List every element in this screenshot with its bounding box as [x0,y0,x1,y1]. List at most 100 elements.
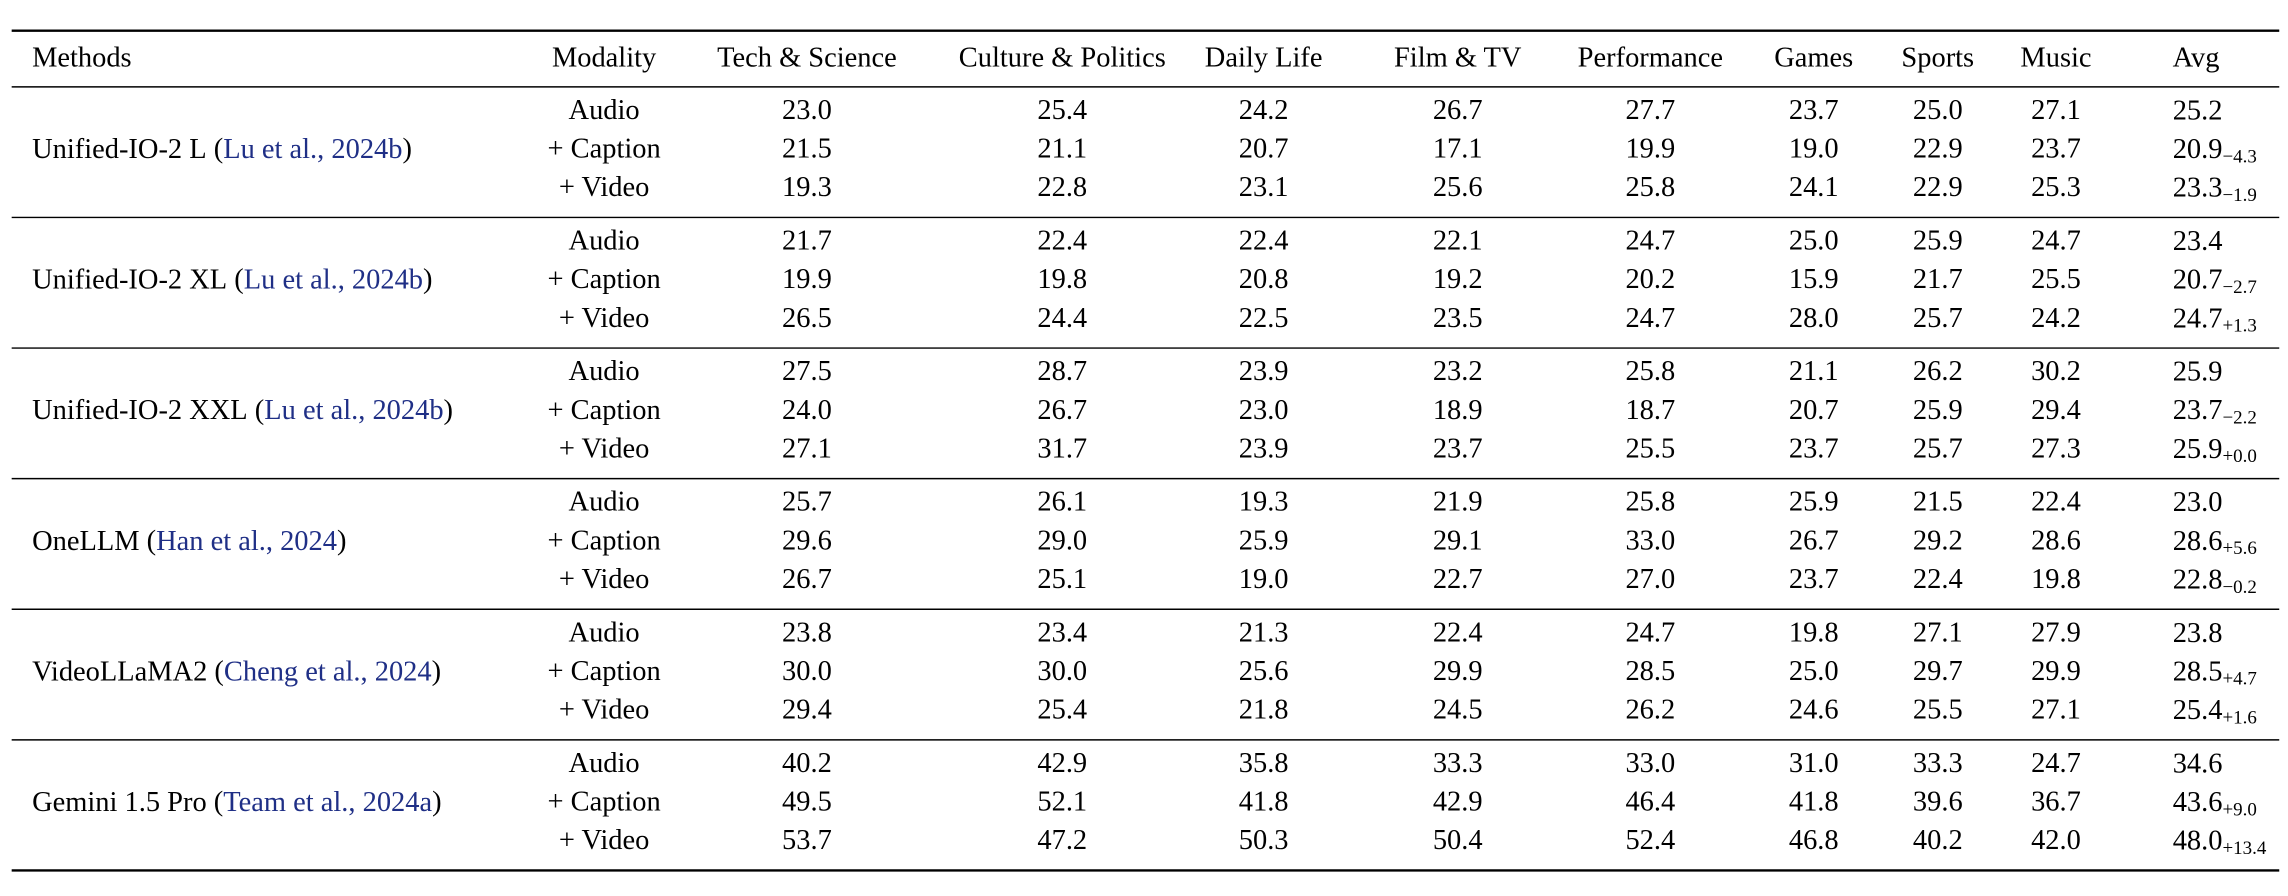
cell-value: 31.0 [1789,748,1839,779]
cell-value: 25.0 [1913,95,1963,126]
cell-value: 27.1 [2031,695,2081,726]
cell-value: 25.5 [2031,264,2081,295]
avg-cell: 22.8−0.2 [2173,564,2257,598]
cell-value: 27.0 [1625,564,1675,595]
cell-value: 23.4 [1037,617,1087,648]
cell-value: 18.9 [1433,395,1483,426]
avg-cell: 25.4+1.6 [2173,695,2257,729]
cell-value: 19.0 [1239,564,1289,595]
cell-value: 22.1 [1433,226,1483,257]
avg-delta: +1.6 [2222,708,2256,729]
avg-cell: 23.4 [2173,226,2223,257]
modality: Audio [569,487,640,518]
avg-value: 23.4 [2173,226,2223,257]
cell-value: 26.2 [1625,695,1675,726]
cell-value: 46.4 [1625,787,1675,818]
cell-value: 23.7 [1433,433,1483,464]
cell-value: 24.7 [1625,303,1675,334]
cell-value: 23.2 [1433,356,1483,387]
cell-value: 40.2 [782,748,832,779]
modality: + Caption [548,264,661,295]
cell-value: 46.8 [1789,825,1839,856]
cell-value: 19.8 [2031,564,2081,595]
citation: Han et al., 2024 [156,525,337,556]
avg-value: 23.8 [2173,617,2223,648]
cell-value: 25.7 [782,487,832,518]
cell-value: 23.9 [1239,433,1289,464]
avg-value: 23.3 [2173,172,2223,203]
cell-value: 24.6 [1789,695,1839,726]
cell-value: 52.1 [1037,787,1087,818]
cell-value: 25.8 [1625,356,1675,387]
method: Unified-IO-2 L [32,134,207,165]
cell-value: 23.8 [782,617,832,648]
cell-value: 17.1 [1433,134,1483,165]
cell-value: 29.9 [1433,656,1483,687]
modality: + Caption [548,787,661,818]
modality: Audio [569,748,640,779]
avg-delta: +4.7 [2222,669,2256,690]
cell-value: 30.0 [782,656,832,687]
cell-value: 24.0 [782,395,832,426]
modality: + Caption [548,395,661,426]
cell-value: 26.2 [1913,356,1963,387]
cell-value: 19.3 [1239,487,1289,518]
cell-value: 27.1 [2031,95,2081,126]
cell-value: 24.7 [1625,226,1675,257]
cell-value: 42.0 [2031,825,2081,856]
cell-value: 23.7 [1789,433,1839,464]
column-header: Film & TV [1394,42,1522,73]
avg-delta: +13.4 [2222,838,2266,859]
method: Gemini 1.5 Pro [32,787,207,818]
avg-cell: 20.9−4.3 [2173,134,2257,168]
cell-value: 20.7 [1239,134,1289,165]
cell-value: 30.2 [2031,356,2081,387]
cell-value: 21.3 [1239,617,1289,648]
avg-value: 25.9 [2173,356,2223,387]
cell-value: 39.6 [1913,787,1963,818]
cell-value: 25.5 [1913,695,1963,726]
avg-cell: 23.0 [2173,487,2223,518]
cell-value: 50.4 [1433,825,1483,856]
cell-value: 15.9 [1789,264,1839,295]
cell-value: 29.7 [1913,656,1963,687]
cell-value: 27.5 [782,356,832,387]
citation: Team et al., 2024a [223,787,432,818]
citation: Lu et al., 2024b [244,264,423,295]
cell-value: 29.4 [2031,395,2081,426]
cell-value: 19.2 [1433,264,1483,295]
cell-value: 35.8 [1239,748,1289,779]
method-name: Gemini 1.5 Pro (Team et al., 2024a) [32,787,441,818]
cell-value: 26.7 [782,564,832,595]
method-name: OneLLM (Han et al., 2024) [32,525,346,556]
cell-value: 19.8 [1789,617,1839,648]
cell-value: 42.9 [1037,748,1087,779]
avg-cell: 24.7+1.3 [2173,303,2257,337]
cell-value: 18.7 [1625,395,1675,426]
cell-value: 22.9 [1913,134,1963,165]
modality: + Video [559,172,649,203]
cell-value: 27.7 [1625,95,1675,126]
cell-value: 22.9 [1913,172,1963,203]
modality: + Caption [548,656,661,687]
cell-value: 23.7 [2031,134,2081,165]
cell-value: 20.8 [1239,264,1289,295]
avg-cell: 28.5+4.7 [2173,656,2257,690]
cell-value: 23.7 [1789,95,1839,126]
avg-cell: 48.0+13.4 [2173,825,2267,859]
column-header: Daily Life [1205,42,1323,73]
avg-value: 43.6 [2173,787,2223,818]
cell-value: 22.4 [1433,617,1483,648]
cell-value: 24.7 [1625,617,1675,648]
avg-delta: +9.0 [2222,800,2256,821]
cell-value: 25.7 [1913,303,1963,334]
modality: Audio [569,356,640,387]
cell-value: 26.7 [1433,95,1483,126]
cell-value: 22.5 [1239,303,1289,334]
cell-value: 24.7 [2031,748,2081,779]
cell-value: 22.4 [1913,564,1963,595]
cell-value: 28.0 [1789,303,1839,334]
cell-value: 23.5 [1433,303,1483,334]
avg-cell: 34.6 [2173,748,2223,779]
avg-value: 25.4 [2173,695,2223,726]
